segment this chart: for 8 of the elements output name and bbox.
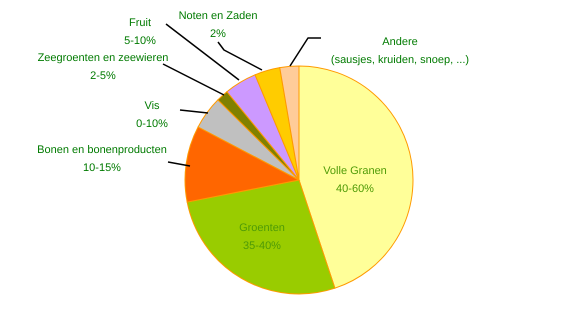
slice-label: Groenten 35-40% (239, 222, 285, 252)
slice-label: Noten en Zaden 2% (178, 10, 258, 40)
slice-label: Zeegroenten en zeewieren 2-5% (38, 52, 168, 82)
slice-label: Fruit 5-10% (124, 17, 156, 47)
slice-label: Vis 0-10% (136, 100, 168, 130)
slice-label: Andere (sausjes, kruiden, snoep, ...) (330, 36, 470, 66)
slice-label: Volle Granen 40-60% (323, 165, 387, 195)
slice-label: Bonen en bonenproducten 10-15% (37, 144, 167, 174)
